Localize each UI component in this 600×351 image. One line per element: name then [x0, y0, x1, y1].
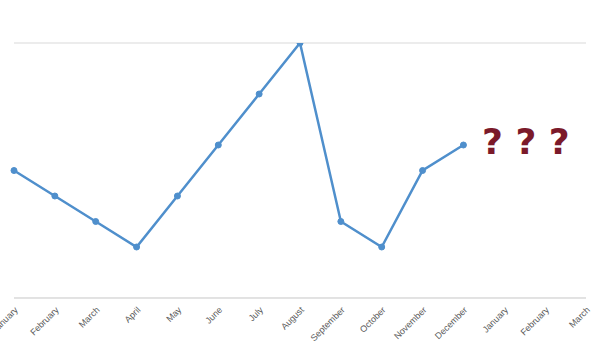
svg-text:February: February	[519, 305, 552, 338]
svg-text:July: July	[247, 305, 266, 324]
svg-text:March: March	[567, 305, 592, 330]
svg-text:September: September	[309, 305, 347, 343]
svg-text:January: January	[8, 305, 20, 335]
svg-text:February: February	[28, 305, 61, 338]
svg-text:March: March	[77, 305, 102, 330]
svg-text:December: December	[433, 305, 469, 341]
svg-text:November: November	[392, 305, 428, 341]
svg-text:May: May	[164, 305, 183, 324]
svg-text:April: April	[123, 305, 143, 325]
svg-text:June: June	[203, 305, 224, 326]
svg-text:October: October	[358, 305, 388, 335]
svg-text:January: January	[480, 305, 510, 335]
svg-text:August: August	[279, 305, 306, 332]
